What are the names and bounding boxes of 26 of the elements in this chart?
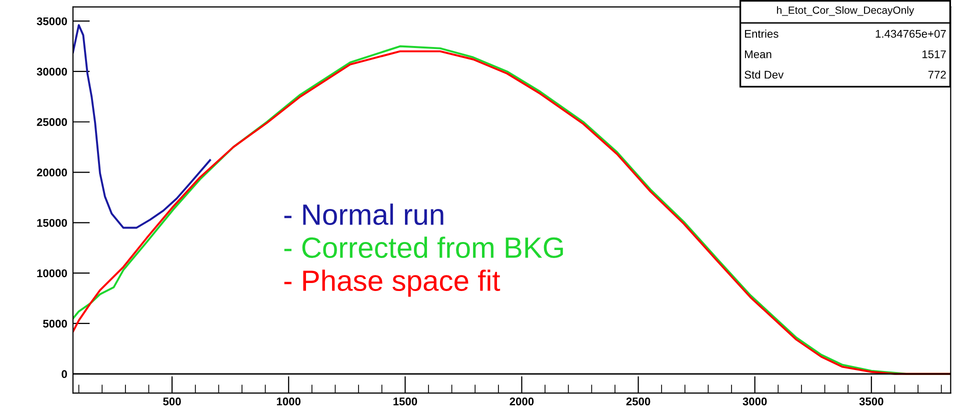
- text: - Corrected from BKG: [284, 236, 563, 258]
- x-tick-label: 500: [163, 398, 181, 406]
- line-series: [72, 24, 212, 229]
- annotation: Mean: [745, 50, 772, 58]
- x-tick-label: 1000: [276, 398, 301, 406]
- x-tick-label: 3000: [742, 398, 767, 406]
- y-tick-label: 0: [62, 370, 67, 378]
- annotation: 1517: [922, 50, 946, 58]
- x-tick-label: 2500: [626, 398, 650, 406]
- y-tick-label: 35000: [36, 17, 67, 26]
- y-tick-label: 10000: [37, 269, 67, 278]
- y-tick-label: 5000: [43, 320, 67, 328]
- x-tick-label: 1500: [394, 398, 418, 406]
- annotation: 772: [928, 70, 946, 79]
- annotation: h_Etot_Cor_Slow_DecayOnly: [777, 6, 914, 16]
- annotation: 1.434765e+07: [876, 30, 946, 38]
- y-tick-label: 15000: [37, 218, 67, 227]
- y-tick-label: 20000: [36, 168, 67, 176]
- y-tick-label: 25000: [36, 118, 67, 126]
- x-tick-label: 2000: [510, 398, 534, 406]
- x-tick-label: 3500: [859, 398, 884, 406]
- text: - Phase space fit: [284, 270, 500, 297]
- y-tick-label: 30000: [36, 68, 67, 76]
- text: - Normal run: [284, 204, 444, 225]
- annotation: Std Dev: [744, 70, 784, 79]
- annotation: Entries: [745, 30, 778, 38]
